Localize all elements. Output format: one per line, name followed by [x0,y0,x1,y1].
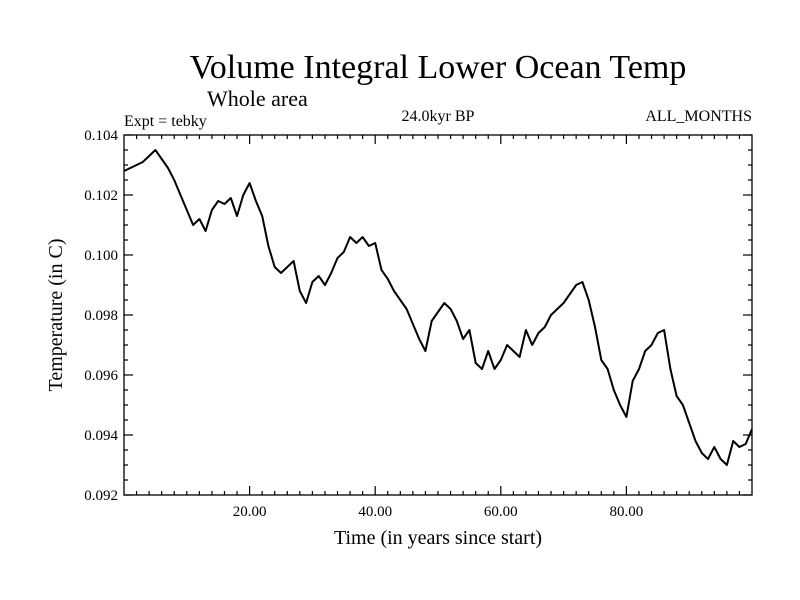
y-tick-label: 0.098 [84,308,118,324]
axis-tick-labels: 20.00 40.00 60.00 80.00 0.092 0.094 0.096 0.098… [84,128,643,520]
y-tick-label: 0.096 [84,368,118,384]
chart-subtitle: Whole area [207,86,308,111]
plot-frame [123,134,753,496]
season-label: ALL_MONTHS [645,108,752,125]
y-tick-label: 0.092 [84,488,118,504]
series-line [123,149,753,466]
y-axis-label: Temperature (in C) [45,239,67,392]
x-tick-label: 20.00 [233,504,267,520]
chart-title: Volume Integral Lower Ocean Temp [190,49,687,86]
period-label: 24.0kyr BP [402,108,475,125]
x-tick-label: 40.00 [358,504,392,520]
y-tick-label: 0.104 [84,128,118,144]
x-axis-label: Time (in years since start) [334,527,542,549]
y-tick-label: 0.094 [84,428,118,444]
axis-ticks [124,134,752,496]
experiment-label: Expt = tebky [124,113,207,130]
y-tick-label: 0.102 [84,188,118,204]
x-tick-label: 80.00 [610,504,644,520]
y-tick-label: 0.100 [84,248,118,264]
x-tick-label: 60.00 [484,504,518,520]
